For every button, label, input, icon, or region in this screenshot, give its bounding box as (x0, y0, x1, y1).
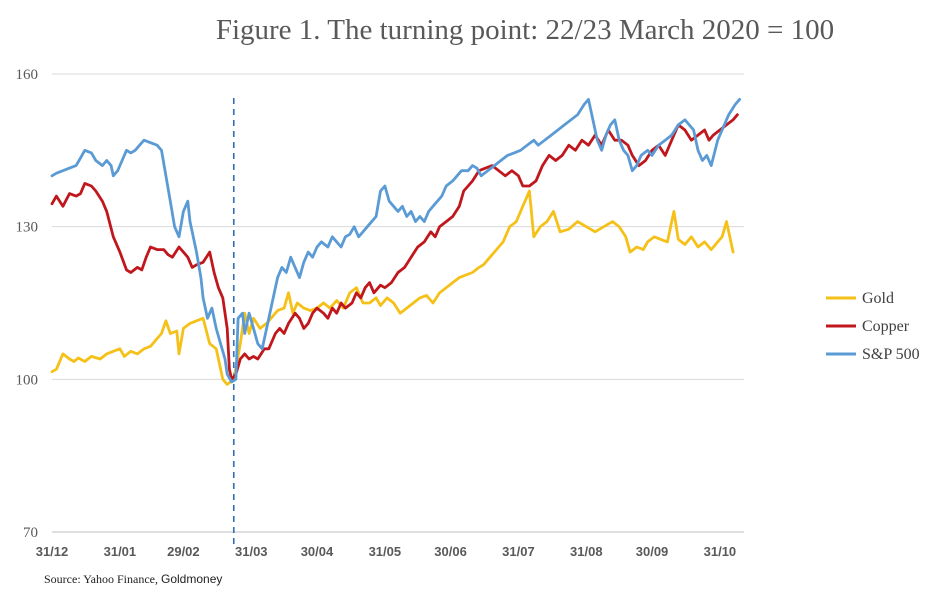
x-tick-label-0: 31/12 (36, 544, 69, 559)
source-prefix: Source: Yahoo Finance, (44, 572, 161, 586)
series-lines (50, 98, 741, 386)
x-tick-label-3: 31/03 (235, 544, 268, 559)
legend: Gold Copper S&P 500 (826, 290, 920, 363)
source-brand: Goldmoney (161, 572, 223, 586)
x-tick-label-7: 31/07 (502, 544, 535, 559)
source-note: Source: Yahoo Finance, Goldmoney (44, 572, 222, 587)
gridlines (52, 73, 744, 533)
legend-label-2: S&P 500 (862, 346, 920, 363)
series-line-2 (50, 98, 741, 384)
y-tick-label-130: 130 (16, 220, 39, 236)
x-tick-label-4: 30/04 (301, 544, 334, 559)
x-tick-label-10: 31/10 (704, 544, 737, 559)
y-tick-label-100: 100 (16, 372, 39, 388)
legend-label-1: Copper (862, 318, 910, 335)
legend-label-0: Gold (862, 290, 894, 307)
y-axis-ticks: 70 100 130 160 (16, 67, 39, 541)
series-line-1 (50, 113, 739, 381)
chart-title: Figure 1. The turning point: 22/23 March… (215, 14, 835, 46)
series-line-0 (50, 189, 735, 386)
y-tick-label-70: 70 (23, 525, 38, 541)
x-tick-label-2: 29/02 (167, 544, 200, 559)
y-tick-label-160: 160 (16, 67, 39, 83)
x-tick-label-9: 30/09 (636, 544, 669, 559)
x-tick-label-1: 31/01 (104, 544, 137, 559)
x-tick-label-6: 30/06 (434, 544, 467, 559)
x-tick-label-5: 31/05 (369, 544, 402, 559)
x-axis-ticks: 31/12 31/01 29/02 31/03 30/04 31/05 30/06 31/07… (36, 544, 736, 559)
x-tick-label-8: 31/08 (570, 544, 603, 559)
